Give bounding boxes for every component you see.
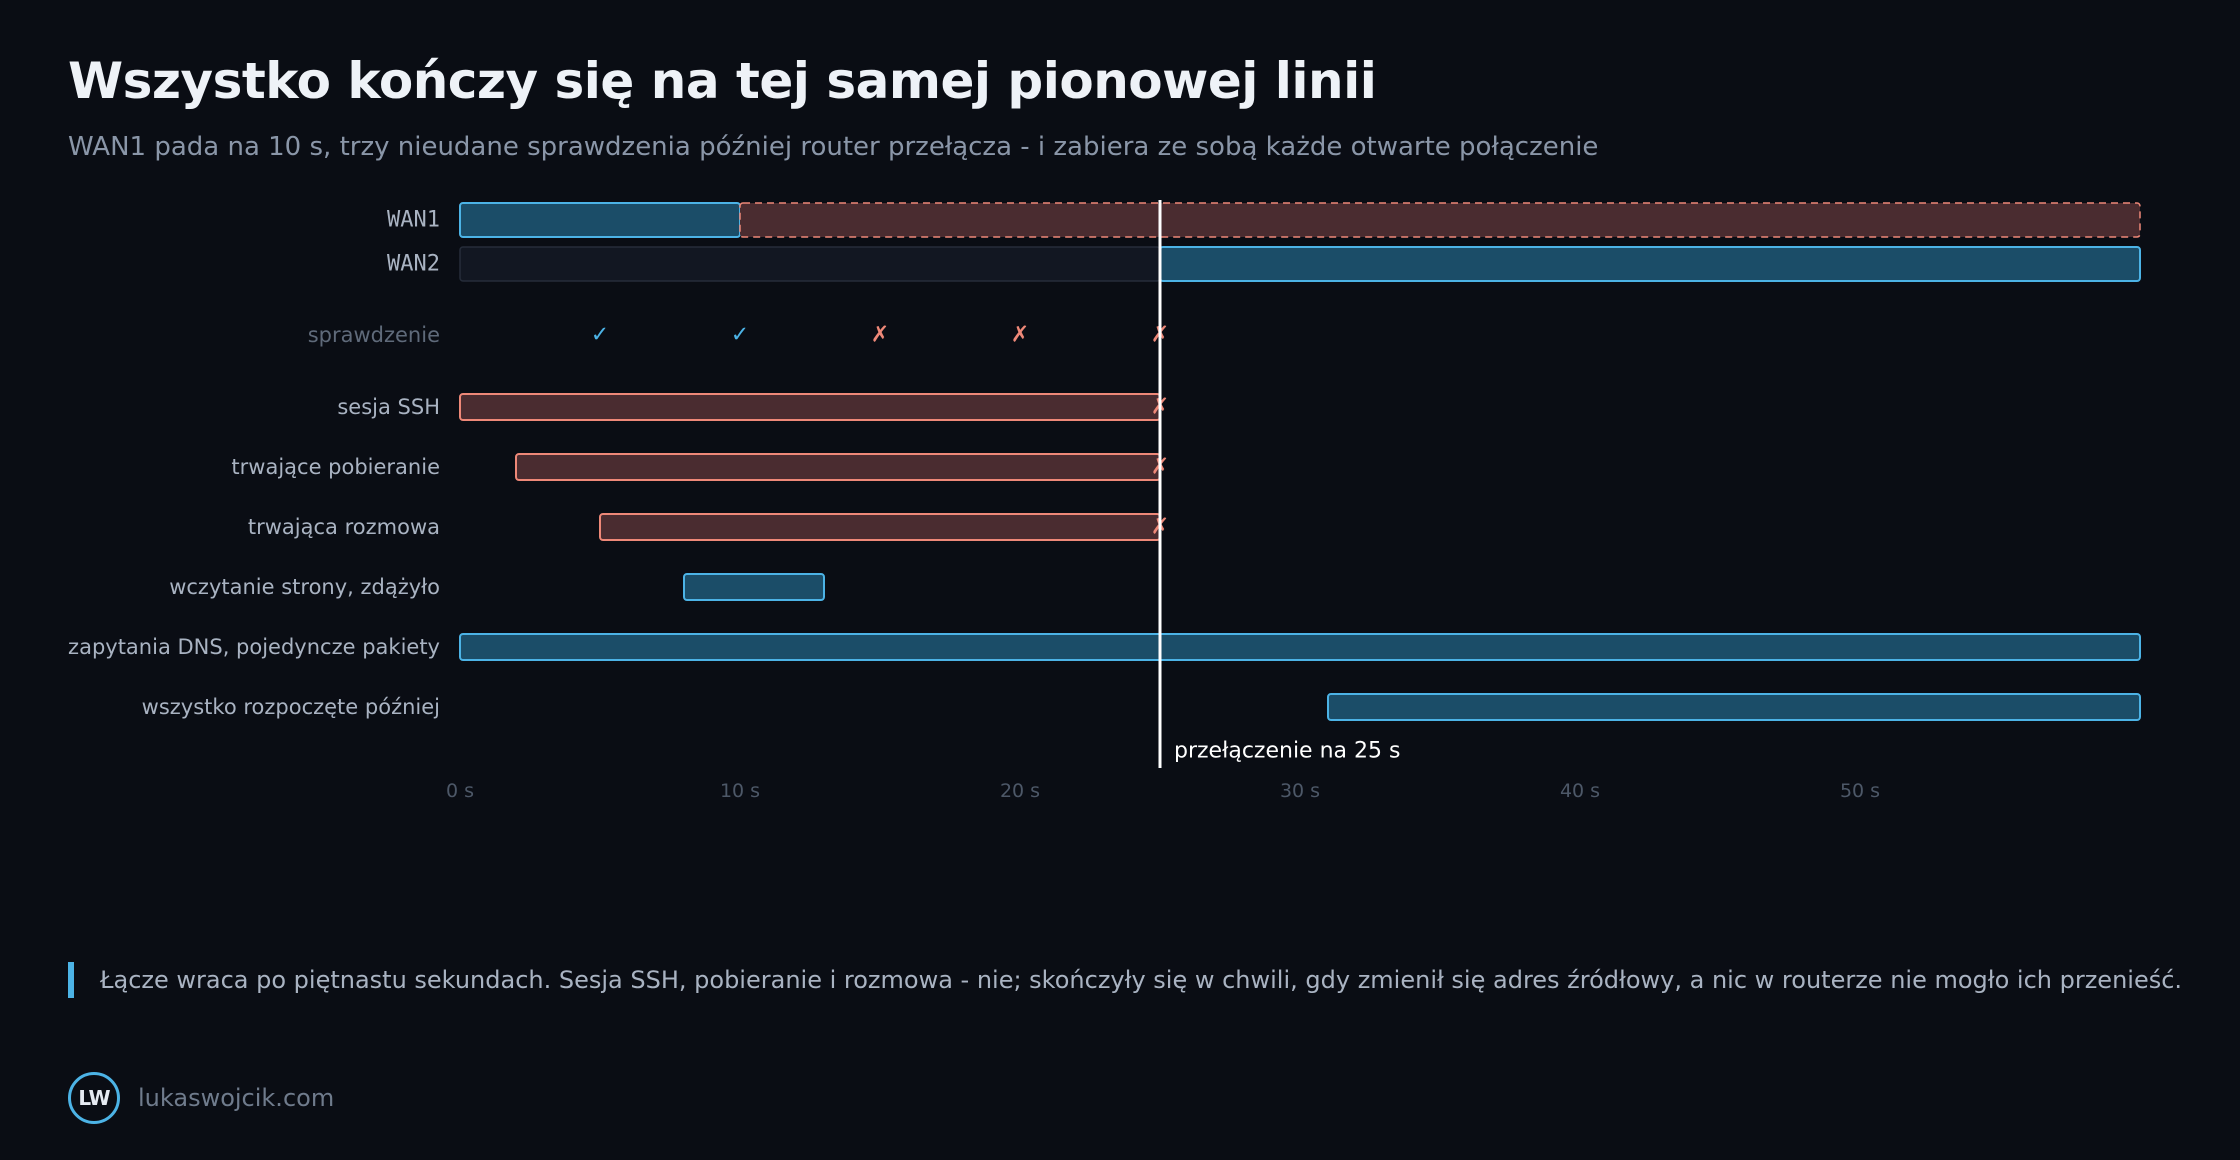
connection-bar-killed (459, 393, 1161, 421)
site-link[interactable]: lukaswojcik.com (138, 1084, 335, 1112)
connection-bar-killed (515, 453, 1161, 481)
link-label: WAN2 (387, 252, 440, 277)
link-segment-idle (459, 246, 1161, 282)
logo-badge: LW (68, 1072, 120, 1124)
link-segment-active (1159, 246, 2141, 282)
link-label: WAN1 (387, 208, 440, 233)
x-tick-label: 30 s (1280, 780, 1320, 802)
connection-label: sesja SSH (337, 395, 440, 419)
checks-label: sprawdzenie (308, 323, 440, 347)
connection-label: wczytanie strony, zdążyło (169, 575, 440, 599)
x-tick-label: 0 s (446, 780, 474, 802)
switchover-label: przełączenie na 25 s (1174, 739, 1400, 764)
connection-label: trwające pobieranie (231, 455, 440, 479)
check-fail-mark: ✗ (1011, 323, 1029, 348)
connection-bar-ok (683, 573, 825, 601)
chart-subtitle: WAN1 pada na 10 s, trzy nieudane sprawdz… (68, 132, 1599, 162)
caption: Łącze wraca po piętnastu sekundach. Sesj… (68, 962, 2182, 998)
connection-bar-ok (459, 633, 2141, 661)
footer: LW lukaswojcik.com (68, 1072, 334, 1124)
x-tick-label: 10 s (720, 780, 760, 802)
connection-bar-ok (1327, 693, 2141, 721)
check-fail-mark: ✗ (871, 323, 889, 348)
chart-title: Wszystko kończy się na tej samej pionowe… (68, 52, 1377, 110)
x-tick-label: 20 s (1000, 780, 1040, 802)
connection-label: zapytania DNS, pojedyncze pakiety (68, 635, 440, 659)
x-tick-label: 40 s (1560, 780, 1600, 802)
check-ok-mark: ✓ (731, 323, 749, 348)
check-ok-mark: ✓ (591, 323, 609, 348)
connection-bar-killed (599, 513, 1161, 541)
x-tick-label: 50 s (1840, 780, 1880, 802)
connection-label: trwająca rozmowa (248, 515, 440, 539)
link-segment-active (459, 202, 741, 238)
link-segment-down (739, 202, 2141, 238)
connection-label: wszystko rozpoczęte później (142, 695, 440, 719)
